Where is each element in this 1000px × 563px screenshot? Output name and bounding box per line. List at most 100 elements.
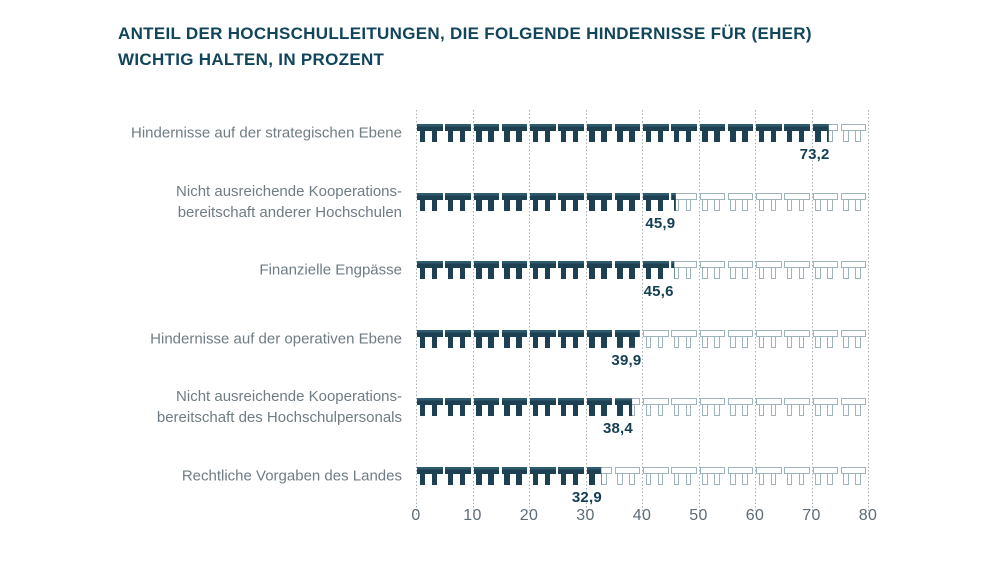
table-icon [840, 261, 867, 280]
table-leg [476, 199, 482, 211]
tabletop [840, 398, 867, 406]
table-leg [589, 199, 595, 211]
table-icon [417, 124, 443, 142]
table-icon-filled [530, 467, 556, 485]
table-icon [445, 329, 471, 348]
tabletop [558, 124, 584, 131]
table-icon-outline [727, 261, 754, 280]
table-leg [843, 131, 849, 142]
table-icon [586, 467, 612, 485]
table-icon [727, 467, 754, 485]
table-leg [488, 199, 494, 211]
table-icon [614, 192, 641, 211]
tabletop [614, 329, 640, 337]
tabletop [699, 329, 725, 337]
table-icon [445, 398, 471, 417]
table-leg [488, 131, 494, 142]
table-icon-filled [643, 261, 669, 280]
table-leg [855, 268, 861, 280]
table-icon [473, 192, 499, 211]
tabletop [445, 124, 471, 131]
tabletop [530, 467, 556, 474]
table-icon-filled [586, 467, 602, 485]
table-leg [504, 199, 510, 211]
tabletop [812, 124, 829, 131]
table-leg [645, 131, 651, 142]
table-leg [798, 131, 805, 142]
value-label: 45,9 [645, 214, 676, 232]
tabletop [784, 398, 810, 406]
tabletop [812, 398, 838, 406]
tabletop [756, 261, 782, 269]
table-icon-outline [812, 467, 838, 485]
table-icon-filled [501, 467, 528, 485]
x-axis-tick-label: 50 [689, 507, 708, 524]
table-icon-filled [614, 329, 640, 348]
table-icon [558, 398, 584, 417]
table-leg [629, 199, 635, 211]
table-icon-filled [445, 124, 471, 142]
tabletop [586, 124, 612, 131]
table-leg [815, 405, 821, 417]
table-icon-filled [417, 192, 443, 211]
table-icon-filled [671, 192, 676, 211]
table-leg [476, 474, 482, 485]
table-leg [516, 405, 522, 417]
table-leg [419, 474, 425, 485]
table-icon [445, 124, 471, 142]
table-icon [727, 124, 754, 142]
tabletop [840, 261, 867, 269]
table-leg [504, 405, 510, 417]
chart-title-line-1: ANTEIL DER HOCHSCHULLEITUNGEN, DIE FOLGE… [118, 24, 812, 43]
tabletop [614, 261, 641, 269]
table-icon-filled [812, 124, 829, 142]
table-icon-filled [417, 398, 443, 417]
table-leg [702, 268, 708, 280]
table-leg [589, 405, 595, 417]
tabletop [643, 192, 669, 200]
table-leg [855, 336, 861, 348]
tabletop [473, 467, 499, 474]
table-leg [488, 405, 494, 417]
table-icon [643, 398, 669, 417]
table-leg [742, 474, 748, 485]
table-leg [798, 268, 805, 280]
table-leg [629, 131, 635, 142]
table-icon-filled [445, 398, 471, 417]
tabletop [445, 261, 471, 269]
table-leg [532, 199, 538, 211]
table-icon [671, 124, 697, 142]
table-icon-outline [840, 192, 867, 211]
table-icon [614, 398, 641, 417]
table-leg [770, 474, 776, 485]
table-icon-filled [699, 124, 725, 142]
table-icon-outline [671, 329, 697, 348]
table-icon-filled [558, 329, 584, 348]
value-label: 45,6 [643, 283, 674, 301]
table-leg [431, 474, 437, 485]
table-icon-filled [643, 192, 669, 211]
table-icon-outline [756, 329, 782, 348]
table-leg [702, 336, 708, 348]
gridline [416, 110, 417, 516]
table-icon [530, 329, 556, 348]
table-icon [699, 192, 725, 211]
table-icon [756, 124, 782, 142]
table-icon [840, 398, 867, 417]
category-label: Rechtliche Vorgaben des Landes [181, 467, 402, 485]
table-leg [843, 474, 849, 485]
table-leg [459, 131, 466, 142]
table-icon [530, 467, 556, 485]
tabletop [727, 261, 754, 269]
table-leg [488, 474, 494, 485]
tabletop [614, 192, 641, 200]
tabletop [445, 467, 471, 474]
table-icon-outline [643, 329, 669, 348]
table-leg [770, 268, 776, 280]
table-leg [742, 268, 748, 280]
tabletop [699, 398, 725, 406]
table-icon [473, 124, 499, 142]
table-icon-filled [473, 329, 499, 348]
table-leg [758, 336, 764, 348]
table-icon [699, 124, 725, 142]
